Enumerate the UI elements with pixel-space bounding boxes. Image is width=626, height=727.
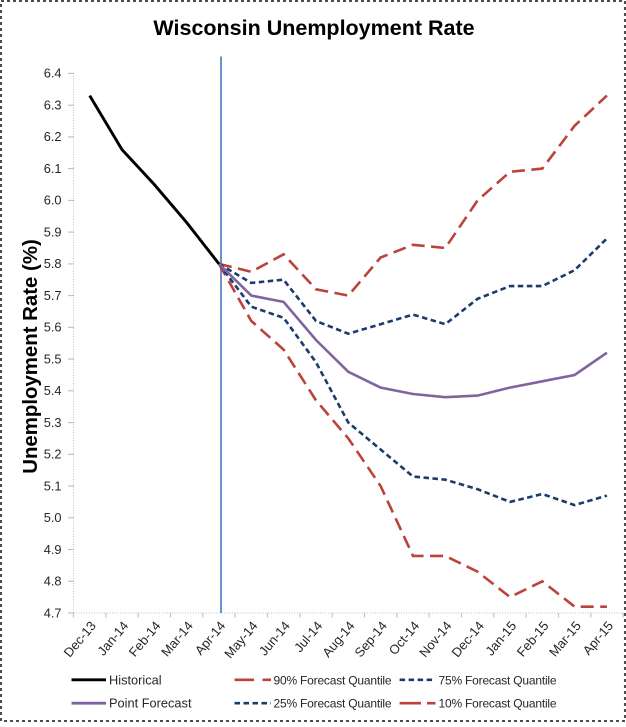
svg-text:6.3: 6.3 xyxy=(44,98,62,113)
svg-text:75% Forecast Quantile: 75% Forecast Quantile xyxy=(439,673,557,687)
svg-text:Unemployment Rate (%): Unemployment Rate (%) xyxy=(20,239,42,474)
svg-text:Point Forecast: Point Forecast xyxy=(109,696,192,711)
svg-text:10% Forecast Quantile: 10% Forecast Quantile xyxy=(439,697,557,711)
svg-text:90% Forecast Quantile: 90% Forecast Quantile xyxy=(274,673,392,687)
svg-text:5.3: 5.3 xyxy=(44,415,62,430)
svg-text:4.8: 4.8 xyxy=(44,574,62,589)
svg-text:6.1: 6.1 xyxy=(44,161,62,176)
svg-text:25% Forecast Quantile: 25% Forecast Quantile xyxy=(274,697,392,711)
svg-text:Historical: Historical xyxy=(109,672,162,687)
svg-text:Wisconsin Unemployment Rate: Wisconsin Unemployment Rate xyxy=(153,16,474,40)
svg-text:5.2: 5.2 xyxy=(44,447,62,462)
svg-text:5.0: 5.0 xyxy=(44,510,62,525)
svg-text:5.7: 5.7 xyxy=(44,288,62,303)
svg-text:5.8: 5.8 xyxy=(44,256,62,271)
svg-text:5.9: 5.9 xyxy=(44,224,62,239)
svg-text:6.0: 6.0 xyxy=(44,193,62,208)
svg-text:5.1: 5.1 xyxy=(44,478,62,493)
svg-text:5.5: 5.5 xyxy=(44,351,62,366)
svg-text:4.9: 4.9 xyxy=(44,542,62,557)
svg-text:6.2: 6.2 xyxy=(44,129,62,144)
svg-text:5.6: 5.6 xyxy=(44,320,62,335)
svg-text:5.4: 5.4 xyxy=(44,383,62,398)
svg-text:6.4: 6.4 xyxy=(44,66,62,81)
svg-text:4.7: 4.7 xyxy=(44,605,62,620)
